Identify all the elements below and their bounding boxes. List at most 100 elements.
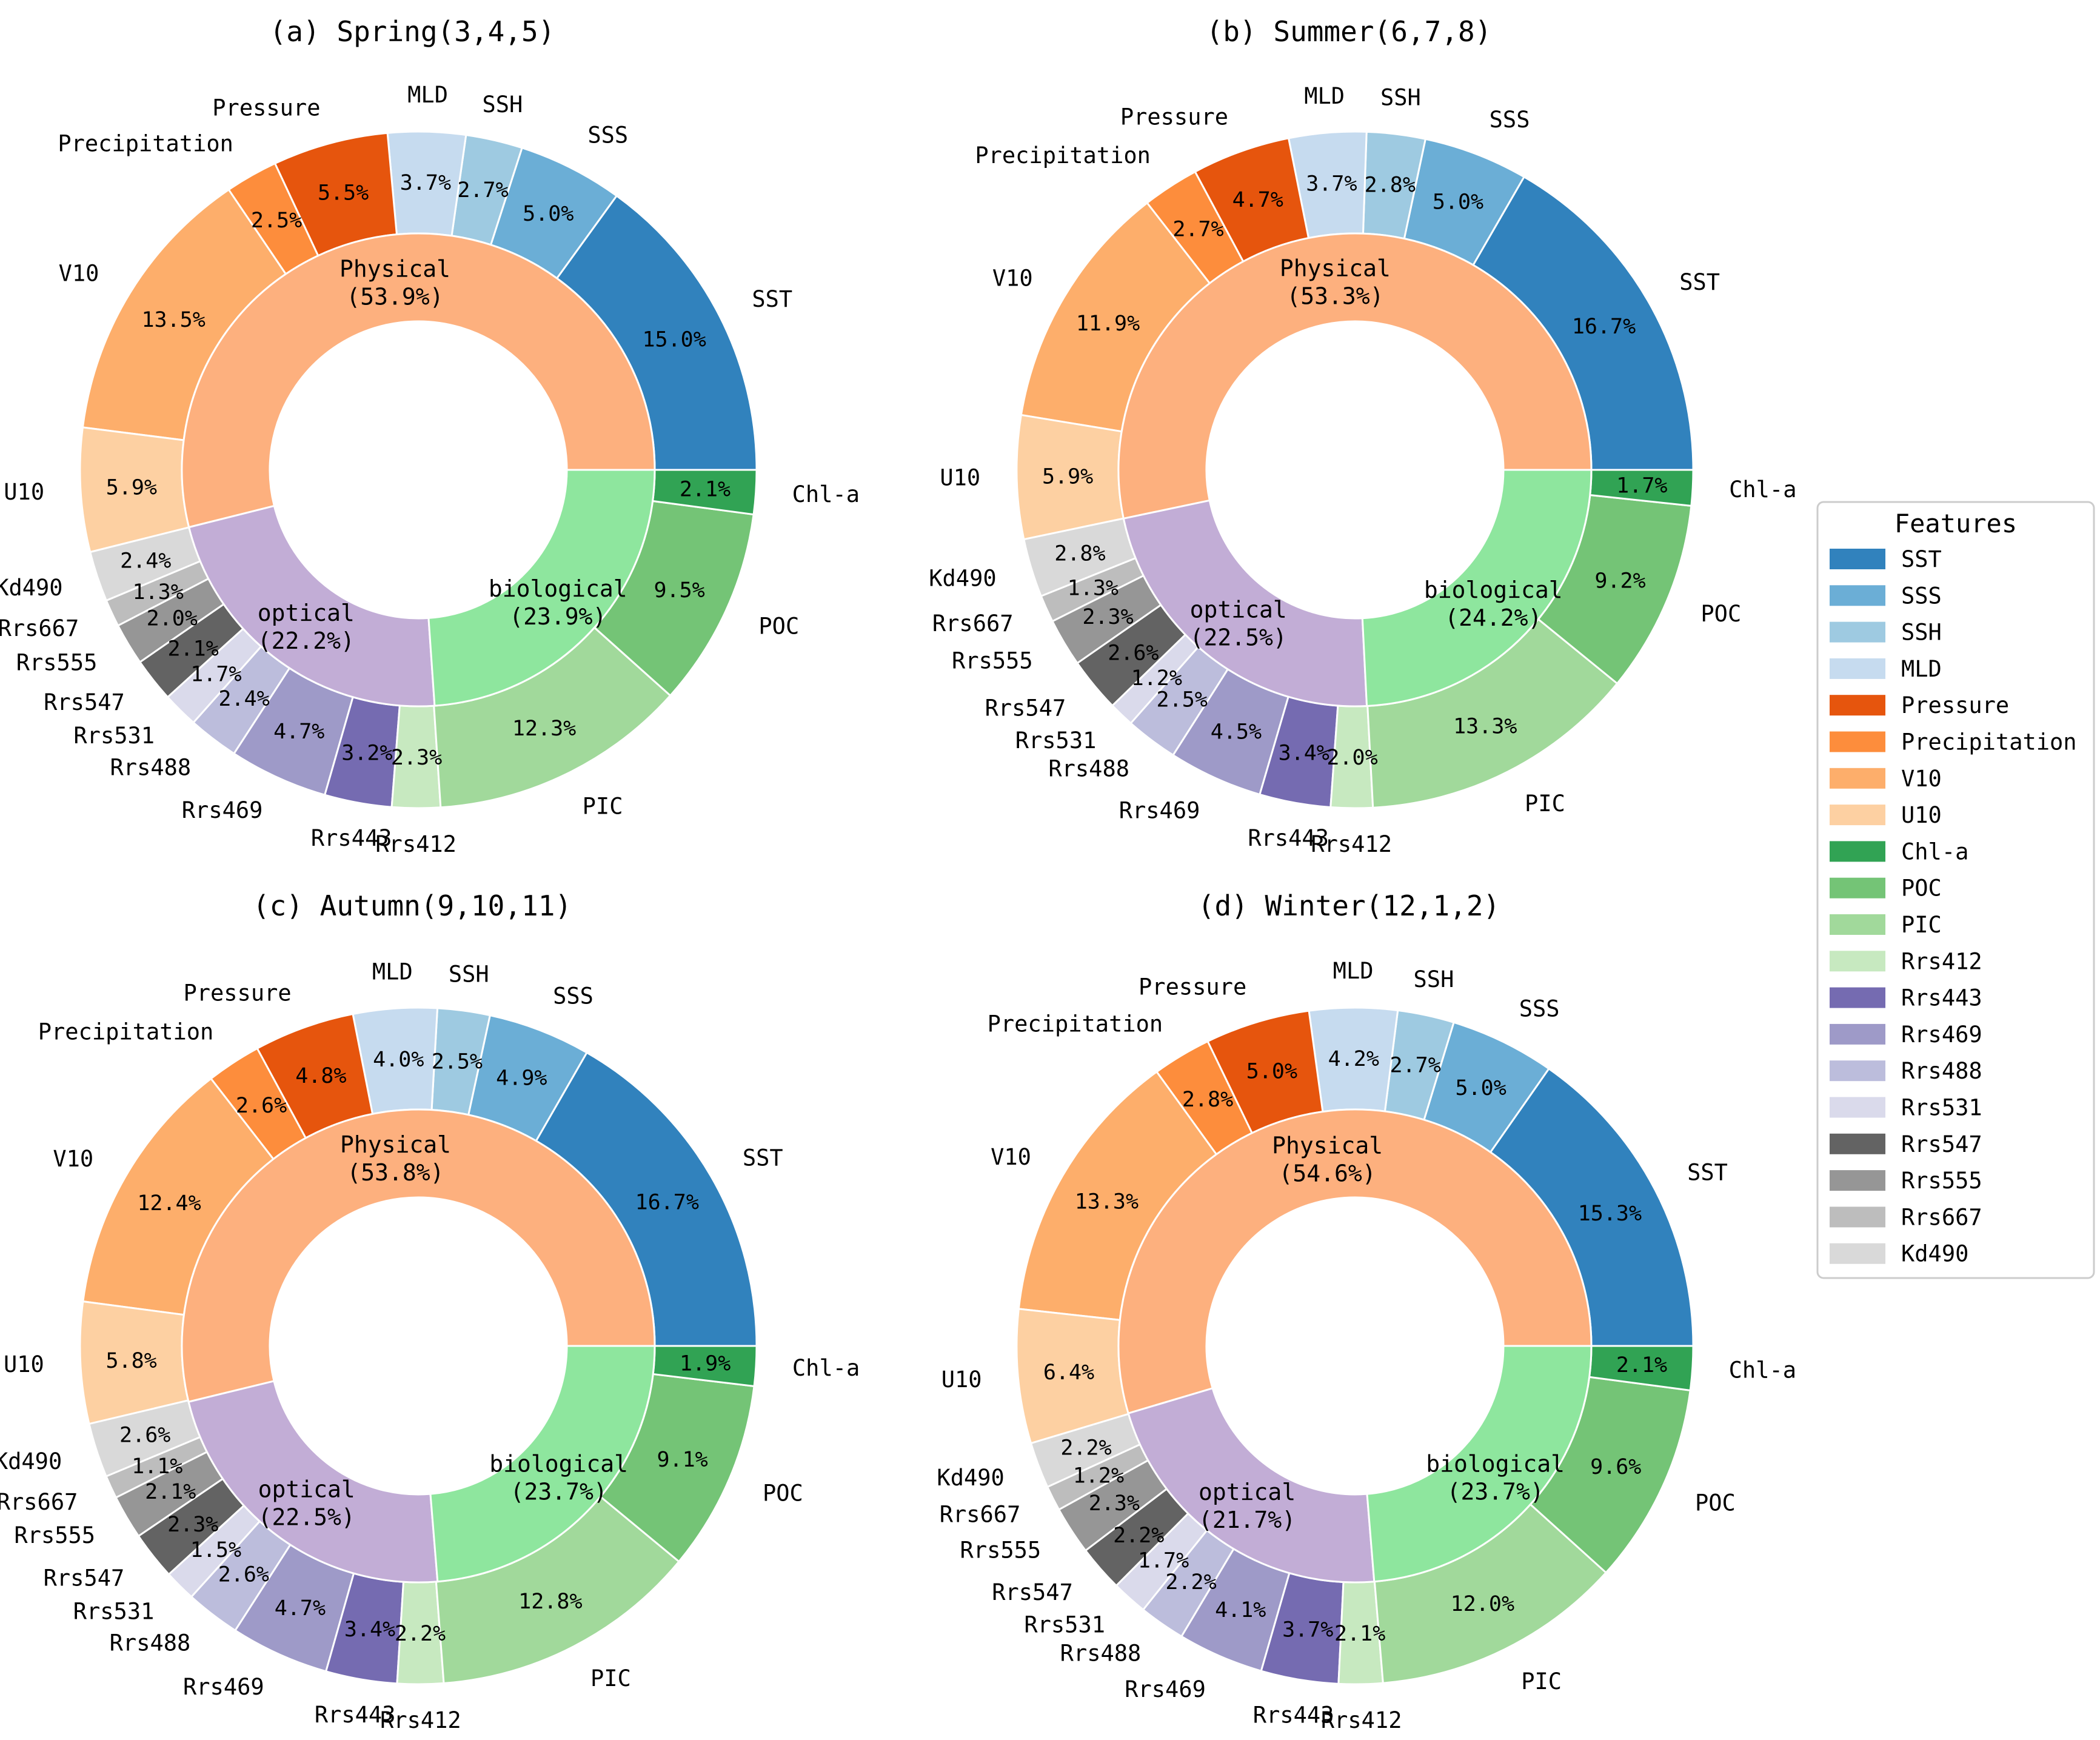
pct-label-sss: 4.9% [496, 1066, 547, 1091]
pct-label-mld: 3.7% [1306, 172, 1357, 196]
outer-label-rrs555: Rrs555 [16, 649, 98, 675]
pct-label-precipitation: 2.6% [236, 1094, 287, 1118]
pct-label-ssh: 2.8% [1365, 173, 1416, 198]
outer-label-ssh: SSH [1380, 85, 1421, 111]
legend-label: Chl-a [1901, 838, 1968, 865]
outer-label-chl-a: Chl-a [792, 481, 860, 507]
pct-label-rrs555: 2.3% [1082, 605, 1133, 629]
legend-label: Rrs443 [1901, 985, 1982, 1011]
legend-item-sss: SSS [1830, 583, 1942, 609]
legend-label: Rrs555 [1901, 1168, 1982, 1194]
group-biological [427, 469, 656, 707]
outer-label-chl-a: Chl-a [1729, 477, 1796, 503]
legend-label: Rrs667 [1901, 1204, 1982, 1230]
group-value-physical: (54.6%) [1279, 1160, 1376, 1186]
panel-title: (d) Winter(12,1,2) [1198, 889, 1500, 922]
legend-item-rrs488: Rrs488 [1830, 1058, 1982, 1084]
pct-label-rrs547: 2.2% [1113, 1524, 1164, 1548]
outer-label-u10: U10 [940, 465, 980, 491]
pct-label-rrs547: 2.6% [1108, 641, 1159, 666]
pct-label-rrs469: 4.1% [1215, 1598, 1266, 1622]
outer-label-mld: MLD [407, 82, 448, 108]
outer-label-rrs488: Rrs488 [1048, 756, 1129, 782]
legend-label: POC [1901, 875, 1942, 902]
group-name-optical: optical [1199, 1479, 1296, 1505]
outer-label-u10: U10 [4, 1351, 44, 1377]
group-biological [429, 1345, 656, 1583]
pct-label-rrs412: 2.3% [391, 746, 442, 770]
legend-swatch [1830, 731, 1885, 752]
outer-label-ssh: SSH [482, 92, 523, 118]
legend-item-precipitation: Precipitation [1830, 729, 2077, 755]
outer-label-rrs469: Rrs469 [1125, 1676, 1206, 1702]
legend-label: Rrs488 [1901, 1058, 1982, 1084]
outer-label-rrs547: Rrs547 [985, 695, 1066, 721]
outer-label-rrs555: Rrs555 [952, 648, 1033, 674]
pct-label-rrs531: 1.7% [190, 663, 241, 687]
outer-label-sst: SST [1679, 269, 1720, 295]
outer-label-rrs547: Rrs547 [44, 689, 125, 715]
group-physical [1117, 1108, 1593, 1415]
legend-label: SSH [1901, 620, 1942, 646]
pct-label-rrs469: 4.7% [273, 720, 324, 744]
group-name-biological: biological [1426, 1450, 1565, 1477]
outer-label-mld: MLD [1333, 958, 1374, 984]
outer-label-rrs531: Rrs531 [1015, 728, 1097, 754]
group-name-physical: Physical [1280, 255, 1391, 282]
outer-label-v10: V10 [53, 1146, 93, 1172]
pct-label-v10: 13.5% [141, 308, 205, 332]
legend-label: Pressure [1901, 692, 2009, 718]
pct-label-rrs667: 1.3% [133, 580, 184, 604]
outer-label-rrs555: Rrs555 [14, 1522, 95, 1548]
outer-label-poc: POC [1700, 601, 1741, 627]
pct-label-poc: 9.6% [1590, 1455, 1641, 1479]
legend-item-mld: MLD [1830, 656, 1942, 682]
pct-label-u10: 6.4% [1043, 1360, 1094, 1385]
group-value-optical: (21.7%) [1199, 1507, 1296, 1533]
outer-label-sss: SSS [1519, 995, 1560, 1022]
outer-label-u10: U10 [941, 1367, 982, 1393]
outer-label-pic: PIC [1525, 791, 1565, 817]
group-name-biological: biological [489, 575, 627, 602]
panel-title: (c) Autumn(9,10,11) [253, 889, 572, 922]
outer-label-pic: PIC [590, 1665, 631, 1691]
pct-label-u10: 5.9% [106, 475, 157, 500]
legend-label: V10 [1901, 766, 1942, 792]
pct-label-pic: 13.3% [1453, 715, 1517, 739]
pct-label-rrs667: 1.2% [1073, 1464, 1124, 1488]
pct-label-rrs531: 1.5% [190, 1538, 241, 1562]
pct-label-sst: 16.7% [635, 1191, 699, 1215]
outer-label-rrs531: Rrs531 [1024, 1612, 1105, 1638]
outer-label-v10: V10 [59, 261, 99, 287]
pct-label-mld: 3.7% [400, 171, 451, 195]
outer-label-chl-a: Chl-a [1729, 1357, 1796, 1384]
legend-label: Rrs412 [1901, 948, 1982, 974]
pct-label-rrs443: 3.2% [341, 741, 392, 765]
outer-label-rrs667: Rrs667 [940, 1502, 1021, 1528]
group-name-optical: optical [258, 600, 355, 626]
outer-label-rrs547: Rrs547 [992, 1579, 1073, 1605]
outer-label-pressure: Pressure [212, 95, 320, 121]
pct-label-mld: 4.0% [373, 1048, 424, 1072]
legend-label: PIC [1901, 912, 1942, 938]
legend-swatch [1830, 1243, 1885, 1264]
legend-swatch [1830, 951, 1885, 972]
group-name-physical: Physical [1272, 1132, 1383, 1159]
legend-item-rrs667: Rrs667 [1830, 1204, 1982, 1230]
group-value-physical: (53.8%) [347, 1159, 444, 1186]
legend-item-u10: U10 [1830, 802, 1942, 828]
outer-label-kd490: Kd490 [929, 566, 996, 592]
outer-label-sst: SST [1687, 1160, 1728, 1186]
group-value-biological: (23.7%) [510, 1478, 607, 1505]
pct-label-v10: 11.9% [1076, 312, 1140, 336]
group-name-physical: Physical [339, 255, 450, 282]
group-optical [187, 504, 436, 708]
legend-item-pressure: Pressure [1830, 692, 2009, 718]
pct-label-sst: 15.0% [642, 327, 706, 352]
outer-label-rrs443: Rrs443 [315, 1702, 396, 1728]
legend-swatch [1830, 1097, 1885, 1118]
legend-swatch [1830, 658, 1885, 679]
pct-label-rrs488: 2.6% [218, 1562, 269, 1587]
pct-label-rrs547: 2.3% [167, 1513, 218, 1537]
